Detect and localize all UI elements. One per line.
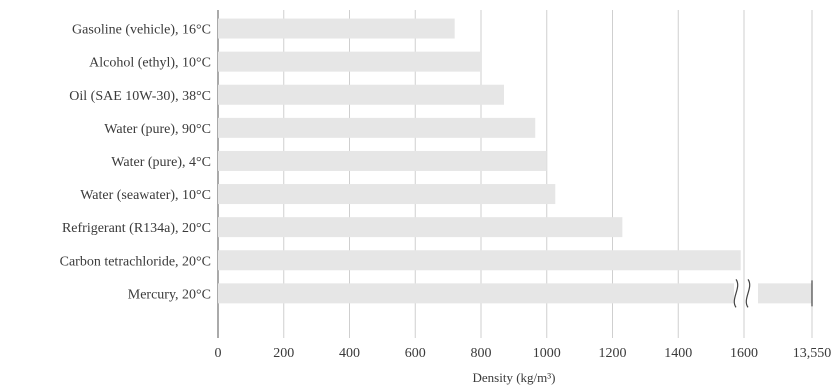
x-tick-labels: 0 200 400 600 800 1000 1200 1400 1600 13,550	[215, 346, 832, 361]
x-tick-label: 400	[339, 346, 360, 361]
category-label: Carbon tetrachloride, 20°C	[60, 254, 211, 269]
bar	[218, 150, 547, 171]
bar	[218, 283, 734, 304]
category-labels: Gasoline (vehicle), 16°C Alcohol (ethyl),…	[60, 23, 211, 303]
x-tick-label: 600	[405, 346, 426, 361]
bar	[218, 184, 556, 205]
category-label: Alcohol (ethyl), 10°C	[89, 56, 211, 71]
x-tick-label: 1200	[599, 346, 627, 361]
category-label: Water (pure), 90°C	[104, 122, 211, 137]
bar	[218, 51, 481, 72]
category-label: Mercury, 20°C	[128, 287, 211, 302]
x-tick-label: 1600	[730, 346, 758, 361]
x-tick-label: 800	[471, 346, 492, 361]
x-tick-label: 200	[273, 346, 294, 361]
category-label: Gasoline (vehicle), 16°C	[72, 23, 211, 38]
x-tick-label: 1400	[664, 346, 692, 361]
break-squiggle	[733, 278, 739, 308]
bar	[218, 217, 623, 238]
category-label: Water (seawater), 10°C	[80, 188, 211, 203]
bar	[218, 18, 455, 39]
bar-continuation	[758, 283, 812, 304]
break-squiggle	[745, 278, 751, 308]
x-axis-title: Density (kg/m³)	[473, 370, 556, 385]
bars	[218, 18, 813, 308]
x-tick-label: 13,550	[793, 346, 832, 361]
category-label: Water (pure), 4°C	[111, 155, 211, 170]
category-label: Refrigerant (R134a), 20°C	[62, 221, 211, 236]
bar	[218, 84, 505, 105]
bar	[218, 117, 536, 138]
bar	[218, 250, 741, 271]
x-tick-label: 1000	[533, 346, 561, 361]
x-tick-label: 0	[215, 346, 222, 361]
axis-break-mark	[733, 278, 813, 308]
category-label: Oil (SAE 10W-30), 38°C	[69, 89, 211, 104]
